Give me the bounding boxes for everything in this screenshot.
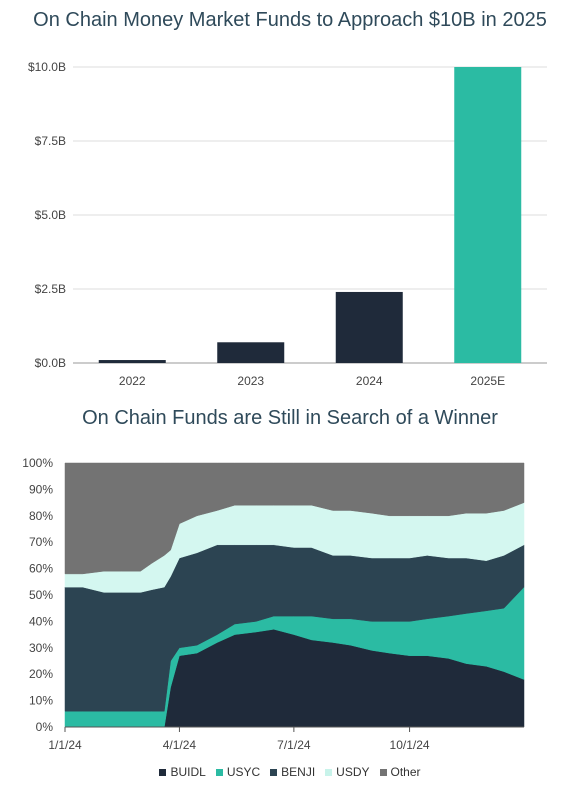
y-tick-label: 70% xyxy=(29,535,53,549)
area-other xyxy=(64,462,525,575)
bar-chart-title: On Chain Money Market Funds to Approach … xyxy=(33,9,547,31)
bar-2025E xyxy=(454,67,522,363)
y-tick-label: $2.5B xyxy=(35,282,66,296)
x-tick-label: 2024 xyxy=(356,374,383,388)
legend-swatch xyxy=(270,768,278,776)
area-chart-legend: BUIDL USYC BENJI USDY Other xyxy=(0,765,580,779)
x-tick-label: 2022 xyxy=(119,374,146,388)
legend-swatch xyxy=(215,768,223,776)
legend-label: BUIDL xyxy=(170,765,206,779)
legend-label: USYC xyxy=(226,765,261,779)
y-tick-label: 30% xyxy=(29,641,53,655)
legend-swatch xyxy=(159,768,167,776)
x-tick-label: 2023 xyxy=(237,374,264,388)
y-tick-label: $10.0B xyxy=(28,60,66,74)
x-tick-label: 2025E xyxy=(470,374,505,388)
bar-2022 xyxy=(98,360,166,363)
area-chart: 0% 10% 20% 30% 40% 50% 60% 70% 80% 90% 100% 1/1/24 4… xyxy=(22,456,525,752)
x-tick-label: 7/1/24 xyxy=(277,738,311,752)
y-tick-label: 40% xyxy=(29,614,53,628)
y-tick-label: $0.0B xyxy=(35,356,66,370)
legend-item-other: Other xyxy=(379,765,421,779)
y-tick-label: 60% xyxy=(29,562,53,576)
legend-swatch xyxy=(325,768,333,776)
legend-swatch xyxy=(379,768,387,776)
y-tick-label: 100% xyxy=(22,456,53,470)
y-tick-label: 20% xyxy=(29,667,53,681)
area-chart-title: On Chain Funds are Still in Search of a … xyxy=(82,407,498,429)
y-tick-label: $7.5B xyxy=(35,134,66,148)
y-tick-label: 10% xyxy=(29,694,53,708)
legend-item-usdy: USDY xyxy=(325,765,370,779)
x-tick-label: 1/1/24 xyxy=(48,738,82,752)
legend-item-buidl: BUIDL xyxy=(159,765,206,779)
bar-2023 xyxy=(217,342,285,363)
x-tick-label: 4/1/24 xyxy=(163,738,197,752)
bar-chart: $0.0B $2.5B $5.0B $7.5B $10.0B 2022 2023 2024 20… xyxy=(28,60,547,388)
y-tick-label: $5.0B xyxy=(35,208,66,222)
x-tick-label: 10/1/24 xyxy=(390,738,430,752)
y-tick-label: 50% xyxy=(29,588,53,602)
legend-label: Other xyxy=(390,765,421,779)
bar-2024 xyxy=(335,291,403,363)
y-tick-label: 80% xyxy=(29,509,53,523)
legend-label: USDY xyxy=(336,765,370,779)
y-tick-label: 0% xyxy=(36,720,54,734)
legend-label: BENJI xyxy=(281,765,316,779)
legend-item-benji: BENJI xyxy=(270,765,315,779)
y-tick-label: 90% xyxy=(29,482,53,496)
legend-item-usyc: USYC xyxy=(215,765,261,779)
